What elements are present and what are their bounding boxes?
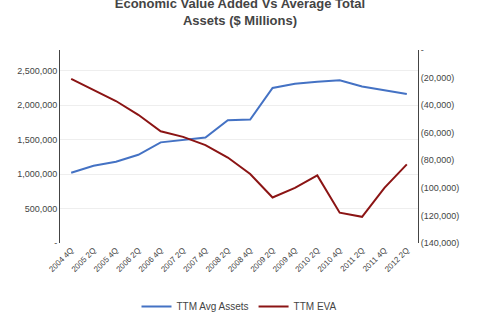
svg-text:(80,000): (80,000) (421, 155, 455, 165)
svg-text:1,500,000: 1,500,000 (17, 135, 57, 145)
svg-text:2,500,000: 2,500,000 (17, 66, 57, 76)
svg-text:(140,000): (140,000) (421, 238, 460, 248)
svg-text:2008 2Q: 2008 2Q (204, 246, 232, 274)
svg-text:500,000: 500,000 (25, 204, 58, 214)
svg-text:(120,000): (120,000) (421, 211, 460, 221)
svg-text:TTM EVA: TTM EVA (294, 301, 337, 312)
svg-text:(100,000): (100,000) (421, 183, 460, 193)
svg-text:Economic Value Added Vs Averag: Economic Value Added Vs Average TotalAss… (115, 0, 365, 28)
svg-text:TTM Avg Assets: TTM Avg Assets (177, 301, 249, 312)
svg-text:(60,000): (60,000) (421, 128, 455, 138)
svg-text:2009 4Q: 2009 4Q (271, 246, 299, 274)
svg-text:2010 2Q: 2010 2Q (293, 246, 321, 274)
svg-text:-: - (421, 45, 424, 55)
svg-text:2004 4Q: 2004 4Q (47, 246, 75, 274)
svg-text:2008 4Q: 2008 4Q (226, 246, 254, 274)
svg-text:-: - (54, 238, 57, 248)
svg-text:2,000,000: 2,000,000 (17, 100, 57, 110)
svg-text:2011 4Q: 2011 4Q (361, 246, 389, 274)
svg-text:2006 4Q: 2006 4Q (137, 246, 165, 274)
svg-text:2005 4Q: 2005 4Q (92, 246, 120, 274)
svg-text:2009 2Q: 2009 2Q (249, 246, 277, 274)
svg-text:2007 4Q: 2007 4Q (182, 246, 210, 274)
svg-text:2011 2Q: 2011 2Q (339, 246, 367, 274)
svg-text:2010 4Q: 2010 4Q (316, 246, 344, 274)
svg-text:2007 2Q: 2007 2Q (159, 246, 187, 274)
svg-text:2005 2Q: 2005 2Q (70, 246, 98, 274)
svg-text:2012 2Q: 2012 2Q (383, 246, 411, 274)
svg-text:1,000,000: 1,000,000 (17, 169, 57, 179)
svg-text:(20,000): (20,000) (421, 73, 455, 83)
svg-text:(40,000): (40,000) (421, 100, 455, 110)
svg-text:2006 2Q: 2006 2Q (114, 246, 142, 274)
